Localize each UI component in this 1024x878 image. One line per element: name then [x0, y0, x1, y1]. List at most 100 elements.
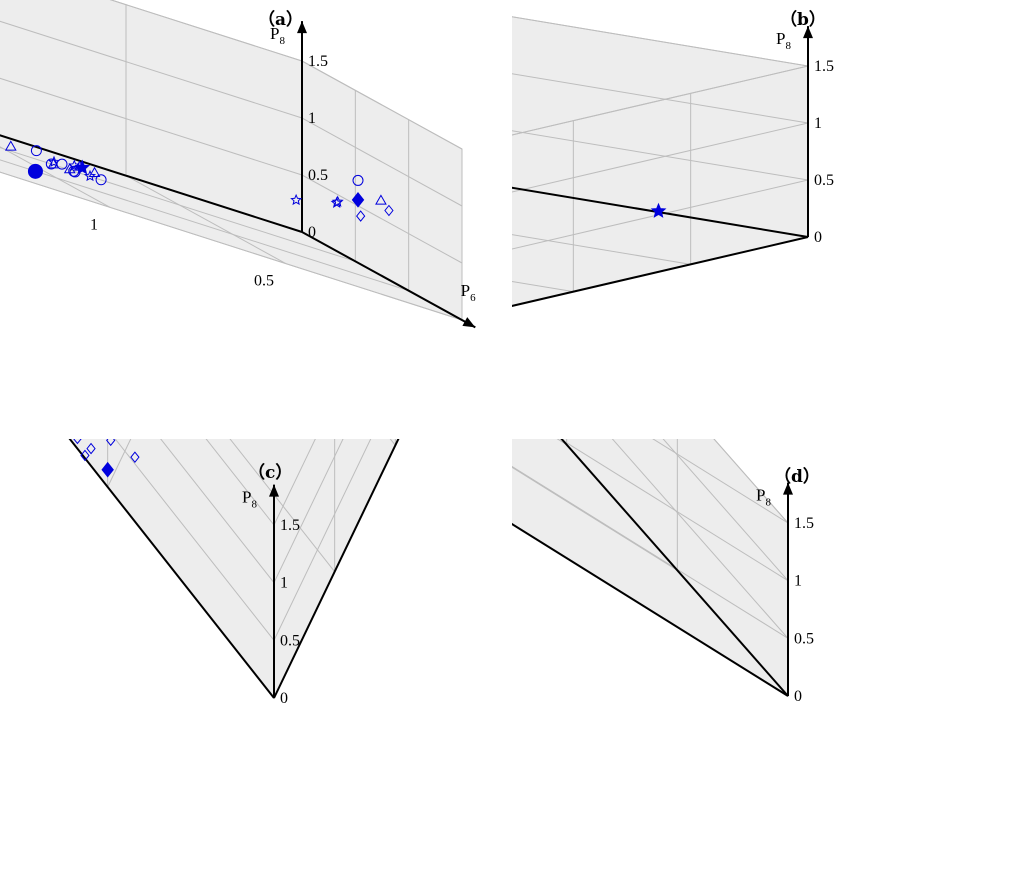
scatter3d-plot: 02460.511.500.511.5P6P7P8: [0, 0, 476, 329]
filled-circle-marker: [27, 163, 43, 179]
star-marker: [47, 155, 61, 168]
gridline: [114, 439, 275, 641]
gridline: [713, 439, 789, 524]
panel-title: （c）: [248, 463, 293, 483]
z-axis-label: P8: [756, 486, 771, 509]
gridline: [512, 130, 809, 181]
circle-marker: [69, 166, 81, 178]
x-axis-label-subscript: 6: [470, 292, 476, 304]
diamond-marker: [356, 210, 366, 222]
gridline: [512, 16, 809, 67]
star-marker: [330, 196, 343, 208]
z-axis-label-letter: P: [270, 24, 279, 43]
x-axis: [273, 439, 400, 699]
z-axis-label-letter: P: [242, 488, 251, 507]
gridline: [301, 117, 463, 207]
gridline: [125, 175, 287, 265]
star-marker: [83, 169, 97, 182]
panel-b: 02460.511.500.511.5P6P7P8 （b）: [512, 0, 1024, 439]
triangle-marker: [88, 166, 101, 178]
panel-c: 02460.511.500.511.5P6P7P8 （c）: [0, 439, 512, 878]
floor-plane: [69, 439, 399, 699]
gridline: [0, 20, 303, 119]
y-axis: [0, 134, 303, 233]
z-axis-arrowhead: [269, 484, 279, 497]
z-tick-label: 0: [814, 229, 822, 246]
gridline: [273, 439, 344, 583]
gridline: [301, 174, 463, 264]
z-tick-label: 0.5: [280, 632, 300, 649]
z-axis-arrowhead: [783, 482, 793, 495]
triangle-marker: [4, 140, 17, 151]
x-axis-arrowhead: [462, 317, 476, 328]
z-tick-label: 0.5: [308, 167, 328, 184]
filled-diamond-marker: [351, 192, 365, 208]
filled-star-marker: [650, 202, 667, 218]
x-axis-label: P6: [461, 281, 476, 304]
z-tick-label: 1.5: [308, 53, 328, 70]
gridline: [301, 60, 463, 150]
scatter3d-plot: 02460.511.500.511.5P6P7P8: [68, 439, 400, 707]
x-axis: [301, 231, 476, 329]
star-marker: [331, 195, 344, 207]
star-marker: [290, 193, 303, 206]
x-axis: [512, 236, 809, 307]
y-axis: [68, 439, 275, 699]
z-axis-label: P8: [776, 29, 791, 52]
z-axis-arrowhead: [297, 21, 307, 34]
x-axis: [560, 439, 789, 697]
diamond-marker: [106, 439, 116, 447]
z-axis-label-subscript: 8: [251, 499, 257, 511]
z-tick-label: 0: [794, 688, 802, 705]
filled-diamond-marker: [101, 461, 114, 478]
panel-title: （d）: [774, 467, 820, 487]
z-tick-label: 0.5: [794, 630, 814, 647]
y-tick-label: 0.5: [254, 273, 274, 290]
z-axis-label-subscript: 8: [765, 497, 771, 509]
triangle-marker: [375, 194, 387, 205]
gridline: [0, 146, 111, 208]
gridline: [512, 122, 809, 193]
z-axis-label-subscript: 8: [279, 35, 285, 47]
diamond-marker: [73, 439, 82, 445]
z-tick-label: 1.5: [814, 58, 834, 75]
gridline: [662, 439, 789, 581]
gridline: [0, 171, 463, 321]
diamond-marker: [130, 451, 140, 463]
y-axis: [512, 186, 809, 238]
y-axis: [512, 522, 789, 697]
panel-title: （b）: [780, 10, 826, 30]
panel-title: （a）: [258, 10, 304, 30]
diamond-marker: [86, 442, 96, 455]
triangle-marker: [47, 158, 60, 169]
gridline: [512, 179, 809, 250]
filled-star-marker: [74, 159, 91, 175]
z-tick-label: 1: [794, 573, 802, 590]
gridline: [109, 0, 303, 62]
z-axis-label-letter: P: [756, 486, 765, 505]
gridline: [512, 234, 691, 265]
z-axis-label: P8: [242, 488, 257, 511]
gridline: [512, 65, 809, 136]
z-axis-arrowhead: [803, 26, 813, 39]
z-tick-label: 0.5: [814, 172, 834, 189]
z-tick-label: 1.5: [794, 515, 814, 532]
circle-marker: [352, 174, 364, 186]
gridline: [0, 159, 409, 292]
diamond-marker: [384, 204, 394, 217]
z-tick-label: 1: [814, 115, 822, 132]
panel-a: 02460.511.500.511.5P6P7P8 （a）: [0, 0, 512, 439]
y-tick-label: 1: [90, 216, 98, 233]
gridline: [273, 439, 372, 641]
z-tick-label: 1: [308, 110, 316, 127]
z-axis-label: P8: [270, 24, 285, 47]
gridline: [0, 77, 303, 176]
z-tick-label: 0: [308, 224, 316, 241]
x-axis-label-letter: P: [461, 281, 470, 300]
gridline: [229, 439, 336, 572]
z-axis-label-subscript: 8: [785, 40, 791, 52]
circle-marker: [56, 158, 68, 170]
gridline: [273, 439, 316, 526]
gridline: [160, 439, 275, 583]
